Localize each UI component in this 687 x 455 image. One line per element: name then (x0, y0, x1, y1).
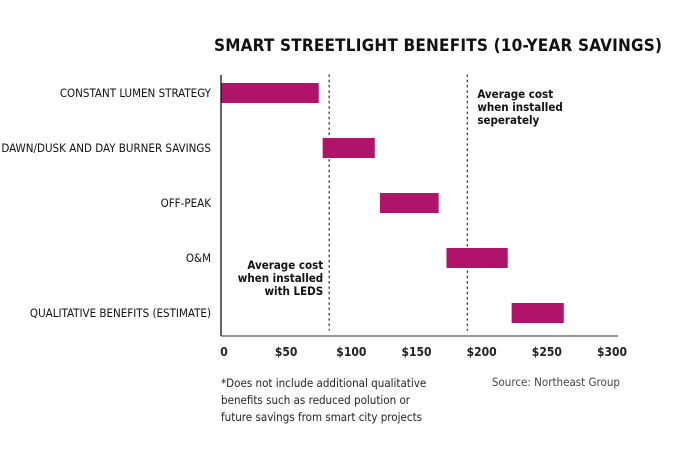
x-tick-label: 0 (220, 345, 228, 359)
annotation-leds-line-1: Average cost (247, 258, 324, 272)
annotation-separately-line-2: when installed (477, 100, 563, 114)
bar (446, 248, 508, 268)
annotation-separately-line-3: seperately (477, 113, 540, 127)
annotation-leds-line-3: with LEDS (264, 284, 324, 298)
annotation-separately: Average cost when installed seperately (477, 88, 562, 127)
x-tick-label: $50 (274, 345, 298, 359)
x-tick-label: $250 (531, 345, 562, 359)
category-label: O&M (185, 251, 211, 265)
footnote-line: *Does not include additional qualitative (221, 376, 427, 390)
x-tick-label: $300 (596, 345, 628, 359)
annotation-leds-line-2: when installed (237, 271, 324, 285)
bar (380, 193, 439, 213)
bar (322, 138, 375, 158)
footnote-line: future savings from smart city projects (221, 410, 423, 424)
x-tick-label: $200 (466, 345, 497, 359)
x-tick-label: $100 (336, 345, 367, 359)
category-label: CONSTANT LUMEN STRATEGY (59, 86, 211, 100)
source-credit: Source: Northeast Group (491, 375, 620, 389)
annotation-separately-line-1: Average cost (477, 87, 554, 101)
annotation-leds: Average cost when installed with LEDS (238, 259, 323, 298)
chart-title: SMART STREETLIGHT BENEFITS (10-YEAR SAVI… (214, 36, 663, 56)
category-label: DAWN/DUSK AND DAY BURNER SAVINGS (1, 141, 211, 155)
bar (221, 83, 319, 103)
x-tick-label: $150 (401, 345, 432, 359)
category-label: QUALITATIVE BENEFITS (ESTIMATE) (29, 306, 211, 320)
footnote-line: benefits such as reduced polution or (221, 393, 411, 407)
footnote: *Does not include additional qualitative… (221, 375, 426, 426)
category-label: OFF-PEAK (160, 196, 211, 210)
bar (511, 303, 564, 323)
